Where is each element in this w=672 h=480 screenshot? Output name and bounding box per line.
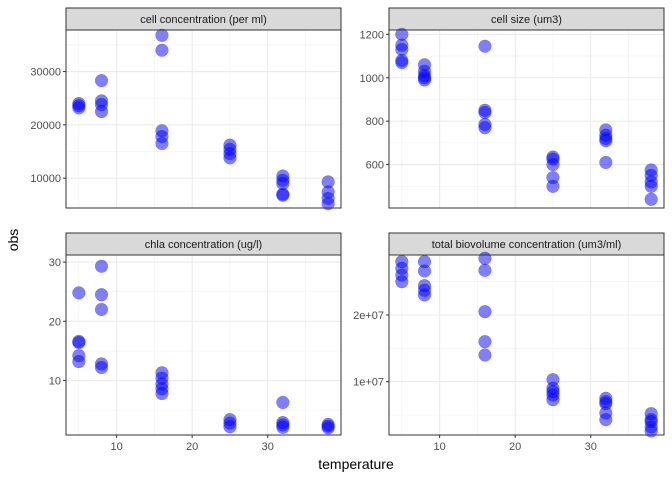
x-axis-title: temperature bbox=[318, 456, 394, 472]
data-point bbox=[417, 255, 432, 269]
data-point bbox=[321, 417, 335, 431]
data-point bbox=[478, 305, 492, 319]
panel-border bbox=[388, 254, 665, 436]
data-point bbox=[72, 96, 86, 111]
data-point bbox=[546, 150, 560, 164]
data-point bbox=[94, 259, 109, 273]
y-tick-label: 800 bbox=[366, 116, 384, 128]
data-point bbox=[478, 103, 492, 117]
y-tick-label: 1000 bbox=[360, 73, 384, 85]
data-point bbox=[644, 163, 658, 177]
panel-background bbox=[66, 30, 341, 208]
data-point bbox=[644, 407, 658, 421]
data-point bbox=[599, 123, 613, 137]
data-point bbox=[478, 251, 492, 265]
y-tick-label: 2e+07 bbox=[353, 310, 384, 322]
data-point bbox=[478, 348, 492, 362]
facet-panel: cell concentration (per ml) 10000 20000 300… bbox=[30, 7, 342, 211]
data-point bbox=[478, 39, 492, 53]
data-point bbox=[417, 58, 432, 72]
data-point bbox=[94, 73, 109, 88]
y-tick-label: 30000 bbox=[30, 67, 61, 79]
facet-strip-label: cell concentration (per ml) bbox=[140, 14, 267, 26]
panel-background bbox=[389, 255, 664, 435]
x-tick-label: 30 bbox=[585, 441, 597, 453]
y-tick-label: 10000 bbox=[30, 173, 61, 185]
data-point bbox=[223, 138, 237, 152]
data-point bbox=[599, 391, 613, 405]
y-tick-label: 1200 bbox=[360, 29, 384, 41]
data-point bbox=[155, 124, 169, 138]
panel-border bbox=[65, 254, 342, 436]
data-point bbox=[276, 395, 290, 410]
data-point bbox=[94, 302, 109, 317]
data-point bbox=[276, 415, 290, 430]
x-tick-label: 20 bbox=[509, 441, 521, 453]
facet-strip-label: total biovolume concentration (um3/ml) bbox=[432, 239, 622, 251]
data-point bbox=[94, 288, 109, 302]
facet-strip-label: chla concentration (ug/l) bbox=[145, 239, 262, 251]
data-point bbox=[478, 117, 492, 132]
data-point bbox=[478, 263, 492, 277]
data-point bbox=[599, 155, 613, 170]
y-tick-label: 20 bbox=[49, 316, 61, 328]
panel-border bbox=[65, 29, 342, 209]
x-tick-label: 30 bbox=[262, 441, 274, 453]
data-point bbox=[478, 335, 492, 349]
data-point bbox=[321, 175, 335, 189]
x-tick-label: 10 bbox=[110, 441, 122, 453]
data-point bbox=[276, 169, 290, 183]
data-point bbox=[155, 28, 169, 42]
data-point bbox=[72, 286, 86, 300]
data-point bbox=[546, 373, 560, 387]
y-tick-label: 30 bbox=[49, 257, 61, 269]
panel-border bbox=[388, 29, 665, 209]
data-point bbox=[94, 94, 109, 108]
data-point bbox=[72, 349, 86, 363]
y-tick-label: 10 bbox=[49, 376, 61, 388]
data-point bbox=[395, 27, 409, 41]
panel-background bbox=[389, 30, 664, 208]
x-tick-label: 10 bbox=[433, 441, 445, 453]
y-tick-label: 1e+07 bbox=[353, 377, 384, 389]
y-axis-title: obs bbox=[5, 229, 21, 252]
data-point bbox=[155, 366, 169, 380]
data-point bbox=[417, 279, 432, 293]
x-tick-label: 20 bbox=[186, 441, 198, 453]
data-point bbox=[155, 43, 169, 57]
data-point bbox=[94, 357, 109, 371]
facet-panel: total biovolume concentration (um3/ml) 1e… bbox=[353, 232, 665, 453]
y-tick-label: 600 bbox=[366, 160, 384, 172]
data-point bbox=[395, 255, 409, 269]
facet-strip-label: cell size (um3) bbox=[491, 14, 562, 26]
data-point bbox=[644, 192, 658, 206]
y-tick-label: 20000 bbox=[30, 120, 61, 132]
facet-panel: cell size (um3) 600 800 1000 1200 bbox=[360, 7, 665, 209]
panel-background bbox=[66, 255, 341, 435]
facet-panel: chla concentration (ug/l) 10 20 30 10 20 30 bbox=[49, 232, 342, 453]
data-point bbox=[223, 412, 237, 427]
data-point bbox=[72, 334, 86, 349]
data-point bbox=[546, 170, 560, 185]
